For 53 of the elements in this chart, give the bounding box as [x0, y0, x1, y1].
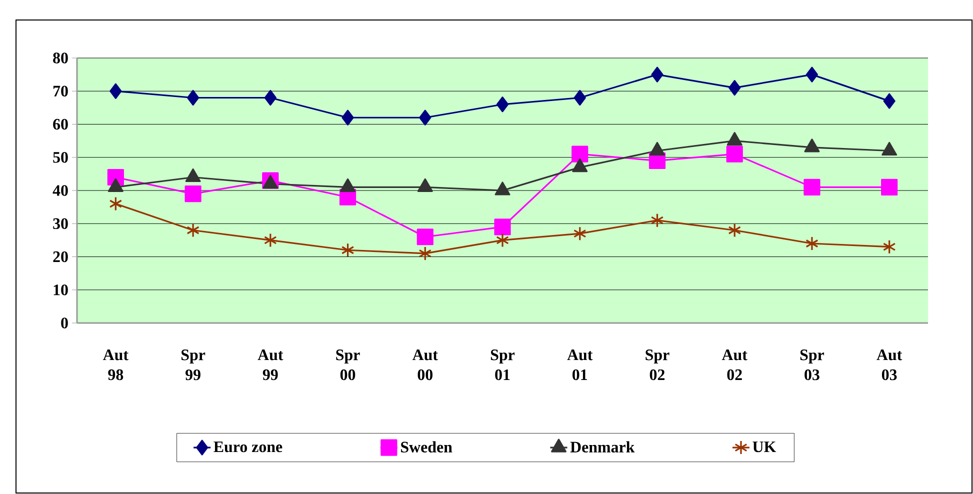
- point: [881, 179, 898, 196]
- point: [342, 110, 354, 126]
- x-tick-label: Aut 03: [876, 350, 902, 380]
- x-tick-label: Aut 98: [102, 350, 128, 380]
- point: [728, 80, 741, 96]
- legend-label: Denmark: [570, 442, 635, 453]
- y-tick-label: 40: [52, 185, 68, 196]
- point: [728, 223, 742, 238]
- point: [726, 146, 743, 163]
- point: [804, 179, 820, 196]
- point: [806, 67, 818, 83]
- y-tick-label: 80: [53, 52, 68, 64]
- x-tick-label: Spr 00: [336, 350, 360, 380]
- y-tick-label: 30: [53, 218, 68, 230]
- x-tick-label: Aut 99: [258, 350, 284, 380]
- legend-label: Euro zone: [214, 442, 282, 452]
- x-tick-label: Spr 99: [181, 350, 206, 380]
- point: [110, 84, 122, 100]
- point: [186, 90, 200, 106]
- point: [264, 233, 277, 248]
- y-tick-label: 10: [54, 284, 68, 296]
- x-tick-label: Spr 03: [800, 350, 824, 380]
- y-tick-label: 50: [53, 152, 68, 164]
- legend-label: Sweden: [401, 442, 452, 453]
- point: [572, 146, 588, 163]
- point: [418, 246, 432, 261]
- point: [186, 223, 200, 238]
- point: [109, 196, 122, 212]
- point: [650, 213, 664, 228]
- point: [264, 90, 276, 106]
- y-tick-label: 70: [53, 86, 68, 97]
- legend-label: UK: [752, 442, 776, 452]
- point: [184, 186, 202, 202]
- point: [341, 243, 354, 258]
- y-tick-label: 0: [61, 318, 68, 329]
- point: [494, 218, 511, 236]
- point: [496, 233, 509, 248]
- x-tick-label: Spr 01: [490, 350, 515, 380]
- x-tick-label: Aut 00: [412, 350, 438, 380]
- point: [574, 90, 586, 106]
- x-tick-label: Spr 02: [646, 350, 670, 380]
- x-tick-label: Aut 02: [722, 350, 748, 380]
- y-tick-label: 60: [53, 119, 68, 130]
- point: [882, 240, 896, 254]
- point: [883, 94, 896, 110]
- x-tick-label: Aut 01: [567, 350, 593, 380]
- point: [496, 96, 509, 112]
- y-tick-label: 20: [53, 252, 68, 262]
- point: [419, 110, 432, 126]
- point: [416, 228, 434, 246]
- point: [651, 67, 664, 83]
- point: [573, 226, 586, 242]
- point: [806, 236, 818, 252]
